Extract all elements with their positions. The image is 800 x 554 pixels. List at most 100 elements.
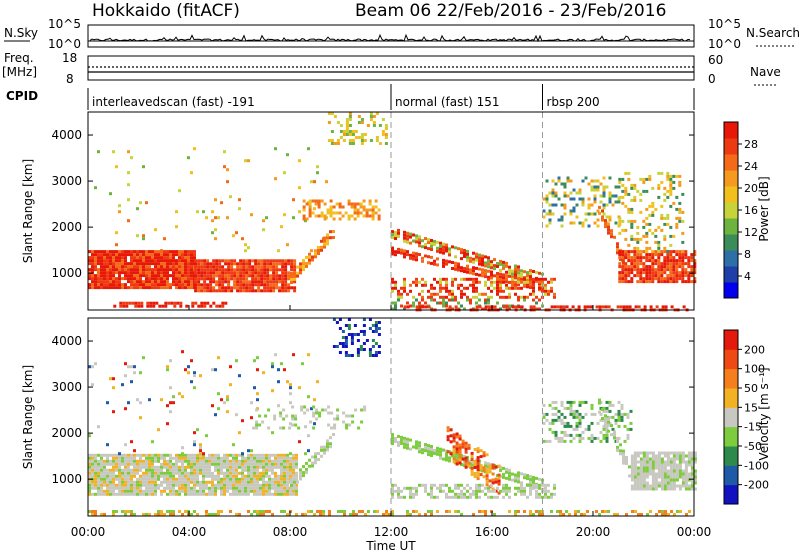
range-gate-cell xyxy=(275,265,279,269)
range-gate-cell xyxy=(160,398,163,402)
range-gate-cell xyxy=(684,460,688,464)
range-gate-cell xyxy=(466,270,469,274)
range-gate-cell xyxy=(151,474,154,478)
range-gate-cell xyxy=(557,176,561,180)
range-gate-cell xyxy=(277,474,280,478)
range-gate-cell xyxy=(91,483,94,487)
range-gate-cell xyxy=(590,203,594,207)
range-gate-cell xyxy=(409,447,412,451)
range-gate-cell xyxy=(617,412,621,416)
range-gate-cell xyxy=(409,513,412,516)
range-gate-cell xyxy=(170,301,174,305)
range-gate-cell xyxy=(365,211,369,215)
range-gate-cell xyxy=(145,474,148,478)
range-gate-cell xyxy=(394,280,397,284)
range-gate-cell xyxy=(286,453,289,457)
range-gate-cell xyxy=(169,510,172,513)
range-gate-cell xyxy=(590,436,594,440)
range-gate-cell xyxy=(400,435,403,439)
range-gate-cell xyxy=(391,439,394,443)
range-gate-cell xyxy=(154,456,157,460)
range-gate-cell xyxy=(639,268,643,272)
range-gate-cell xyxy=(211,404,214,408)
range-gate-cell xyxy=(287,289,291,293)
range-gate-cell xyxy=(217,483,220,487)
range-gate-cell xyxy=(651,210,655,214)
range-gate-cell xyxy=(566,194,570,198)
range-gate-cell xyxy=(636,246,640,250)
range-gate-cell xyxy=(517,477,520,481)
range-gate-cell xyxy=(112,377,115,381)
range-gate-cell xyxy=(293,262,297,266)
range-gate-cell xyxy=(520,472,523,476)
range-gate-cell xyxy=(127,250,130,254)
range-gate-cell xyxy=(130,489,133,493)
range-gate-cell xyxy=(493,489,496,493)
range-gate-cell xyxy=(115,462,118,466)
range-gate-cell xyxy=(163,456,166,460)
range-gate-cell xyxy=(463,486,466,490)
range-gate-cell xyxy=(199,483,202,487)
range-gate-cell xyxy=(535,489,538,493)
range-gate-cell xyxy=(469,283,472,287)
range-gate-cell xyxy=(412,510,415,513)
range-gate-cell xyxy=(452,460,456,464)
range-gate-cell xyxy=(394,483,397,487)
range-gate-cell xyxy=(236,271,240,275)
range-gate-cell xyxy=(663,280,667,284)
range-gate-cell xyxy=(271,431,274,435)
range-gate-cell xyxy=(214,459,217,463)
range-gate-cell xyxy=(442,251,445,255)
range-gate-cell xyxy=(200,289,204,293)
range-gate-cell xyxy=(241,459,244,463)
range-gate-cell xyxy=(675,457,679,461)
range-gate-cell xyxy=(139,486,142,490)
range-gate-cell xyxy=(587,212,591,216)
range-gate-cell xyxy=(266,271,270,275)
range-gate-cell xyxy=(409,235,412,239)
range-gate-cell xyxy=(277,459,280,463)
range-gate-cell xyxy=(493,495,496,499)
range-gate-cell xyxy=(220,471,223,475)
range-gate-cell xyxy=(356,202,360,206)
range-gate-cell xyxy=(241,465,244,469)
range-gate-cell xyxy=(460,269,463,273)
range-gate-cell xyxy=(190,462,193,466)
range-gate-cell xyxy=(660,280,664,284)
range-gate-cell xyxy=(125,301,129,305)
range-gate-cell xyxy=(424,280,427,284)
range-gate-cell xyxy=(529,475,532,479)
x-tick-label: 08:00 xyxy=(273,525,308,539)
range-gate-cell xyxy=(648,280,652,284)
range-gate-cell xyxy=(275,259,279,263)
range-gate-cell xyxy=(633,466,637,470)
range-gate-cell xyxy=(538,513,541,516)
range-gate-cell xyxy=(121,265,124,269)
range-gate-cell xyxy=(636,240,640,244)
range-gate-cell xyxy=(654,472,658,476)
range-gate-cell xyxy=(678,466,682,470)
range-gate-cell xyxy=(344,342,348,345)
range-gate-cell xyxy=(160,280,163,284)
range-gate-cell xyxy=(175,225,178,229)
range-gate-cell xyxy=(523,295,526,299)
range-gate-cell xyxy=(250,486,253,490)
range-gate-cell xyxy=(316,171,319,175)
range-gate-cell xyxy=(214,216,217,220)
range-gate-cell xyxy=(142,280,145,284)
range-gate-cell xyxy=(274,147,277,151)
range-gate-cell xyxy=(660,487,664,491)
range-gate-cell xyxy=(227,265,231,269)
range-gate-cell xyxy=(505,280,508,284)
range-gate-cell xyxy=(142,265,145,269)
range-gate-cell xyxy=(283,510,286,513)
range-gate-cell xyxy=(124,468,127,472)
range-gate-cell xyxy=(333,115,337,118)
range-gate-cell xyxy=(657,262,661,266)
range-gate-cell xyxy=(542,403,546,407)
range-gate-cell xyxy=(274,465,277,469)
range-gate-cell xyxy=(260,262,264,266)
range-gate-cell xyxy=(97,283,100,287)
